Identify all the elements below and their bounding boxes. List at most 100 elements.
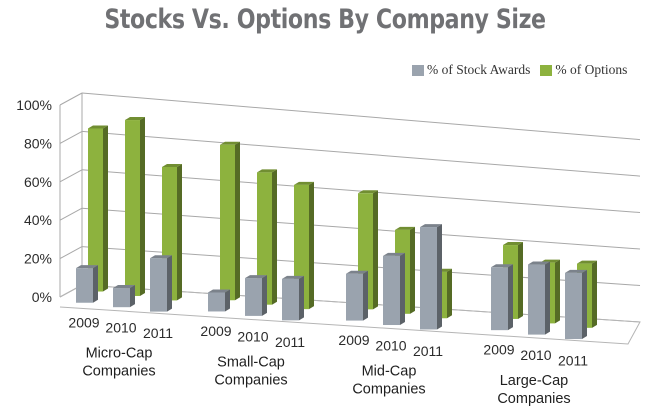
bar-stock-awards-small-cap-2009 <box>208 289 230 312</box>
bar-side <box>93 265 98 303</box>
category-label-line2: Companies <box>214 372 287 388</box>
category-label-line1: Small-Cap <box>217 354 285 370</box>
bar-face <box>125 120 140 296</box>
bar-stock-awards-small-cap-2010 <box>245 275 267 316</box>
bar-top <box>358 190 378 194</box>
bar-stock-awards-micro-cap-2009 <box>76 265 98 303</box>
bar-face <box>113 288 130 308</box>
bar-side <box>373 190 378 310</box>
bar-side <box>582 269 587 340</box>
bar-face <box>528 264 545 335</box>
bar-top <box>577 260 597 264</box>
bar-face <box>257 172 272 305</box>
bar-top <box>88 125 108 129</box>
gridline-side <box>59 246 83 260</box>
x-axis-labels: 2009 2010 2011 Micro-Cap Companies 2009 2010 20… <box>68 314 588 407</box>
bar-top <box>245 275 267 279</box>
chart-floor <box>59 284 641 345</box>
bar-side <box>272 169 277 305</box>
bar-top <box>162 164 182 168</box>
bar-side <box>518 242 523 319</box>
bar-options-micro-cap-2010 <box>125 117 145 296</box>
bar-stock-awards-micro-cap-2010 <box>113 285 135 308</box>
x-tick-label-year: 2010 <box>520 347 551 363</box>
bar-stock-awards-mid-cap-2009 <box>346 270 368 321</box>
legend-label-options: % of Options <box>555 62 628 77</box>
bar-top <box>257 169 277 173</box>
bar-face <box>491 267 508 331</box>
bar-top <box>395 226 415 230</box>
bar-stock-awards-small-cap-2011 <box>282 275 304 321</box>
gridline-side <box>59 92 83 106</box>
bar-face <box>88 128 103 292</box>
x-tick-label-year: 2011 <box>143 325 173 341</box>
bar-side <box>299 275 304 321</box>
category-label-line1: Micro-Cap <box>86 346 153 362</box>
bar-side <box>177 164 182 301</box>
bar-stock-awards-mid-cap-2011 <box>420 224 442 330</box>
y-tick-label: 60% <box>24 174 52 190</box>
gridline <box>81 130 641 177</box>
category-label-line2: Companies <box>352 381 425 397</box>
bar-top <box>491 264 513 268</box>
bar-side <box>167 255 172 312</box>
bar-side <box>140 117 145 296</box>
bar-face <box>346 273 363 321</box>
bars <box>76 117 597 340</box>
bar-stock-awards-large-cap-2011 <box>565 269 587 340</box>
x-tick-label-year: 2011 <box>558 353 588 369</box>
y-tick-label: 20% <box>24 251 52 267</box>
bar-face <box>208 292 225 312</box>
legend-label-stock-awards: % of Stock Awards <box>427 62 531 77</box>
bar-top <box>113 285 135 289</box>
bar-stock-awards-large-cap-2010 <box>528 261 550 335</box>
legend-item-options: % of Options <box>540 62 627 78</box>
bar-top <box>346 270 368 274</box>
y-axis-ticks: 0% 20% 40% 60% 80% 100% <box>16 97 52 305</box>
bar-stock-awards-large-cap-2009 <box>491 264 513 331</box>
y-tick-label: 40% <box>24 212 52 228</box>
x-tick-label-year: 2009 <box>338 332 369 348</box>
y-tick-label: 80% <box>24 135 52 151</box>
legend-swatch-stock-awards <box>412 64 424 76</box>
bar-side <box>309 181 314 310</box>
bar-options-small-cap-2009 <box>220 141 240 301</box>
bar-side <box>437 224 442 330</box>
gridline-side <box>59 169 83 183</box>
bar-top <box>76 265 98 269</box>
gridline-side <box>59 207 83 221</box>
bar-side <box>400 252 405 326</box>
chart-legend: % of Stock Awards % of Options <box>412 62 637 78</box>
legend-item-stock-awards: % of Stock Awards <box>412 62 530 78</box>
bar-top <box>294 181 314 185</box>
chart-title: Stocks Vs. Options By Company Size <box>104 4 546 35</box>
category-label-line2: Companies <box>497 391 570 407</box>
gridline-side <box>59 130 83 144</box>
bar-face <box>220 144 235 301</box>
bar-side <box>555 259 560 324</box>
bar-side <box>508 264 513 331</box>
bar-side <box>103 125 108 292</box>
bar-top <box>282 275 304 279</box>
bar-top <box>565 269 587 273</box>
x-tick-label-year: 2009 <box>483 342 514 358</box>
x-tick-label-year: 2011 <box>413 343 443 359</box>
x-tick-label-year: 2009 <box>200 323 231 339</box>
bar-top <box>528 261 550 265</box>
x-tick-label-year: 2010 <box>237 328 268 344</box>
bar-options-small-cap-2010 <box>257 169 277 305</box>
bar-face <box>245 278 262 316</box>
x-tick-label-year: 2010 <box>105 320 136 336</box>
bar-side <box>447 268 452 319</box>
x-tick-label-year: 2009 <box>68 314 99 330</box>
bar-side <box>410 226 415 314</box>
category-label-line1: Large-Cap <box>500 373 569 389</box>
bar-side <box>262 275 267 316</box>
bar-side <box>235 141 240 301</box>
bar-top <box>220 141 240 145</box>
bar-face <box>565 272 582 340</box>
bar-face <box>420 227 437 330</box>
bar-options-micro-cap-2009 <box>88 125 108 292</box>
category-label-line1: Mid-Cap <box>362 363 417 379</box>
x-tick-label-year: 2010 <box>375 338 406 354</box>
